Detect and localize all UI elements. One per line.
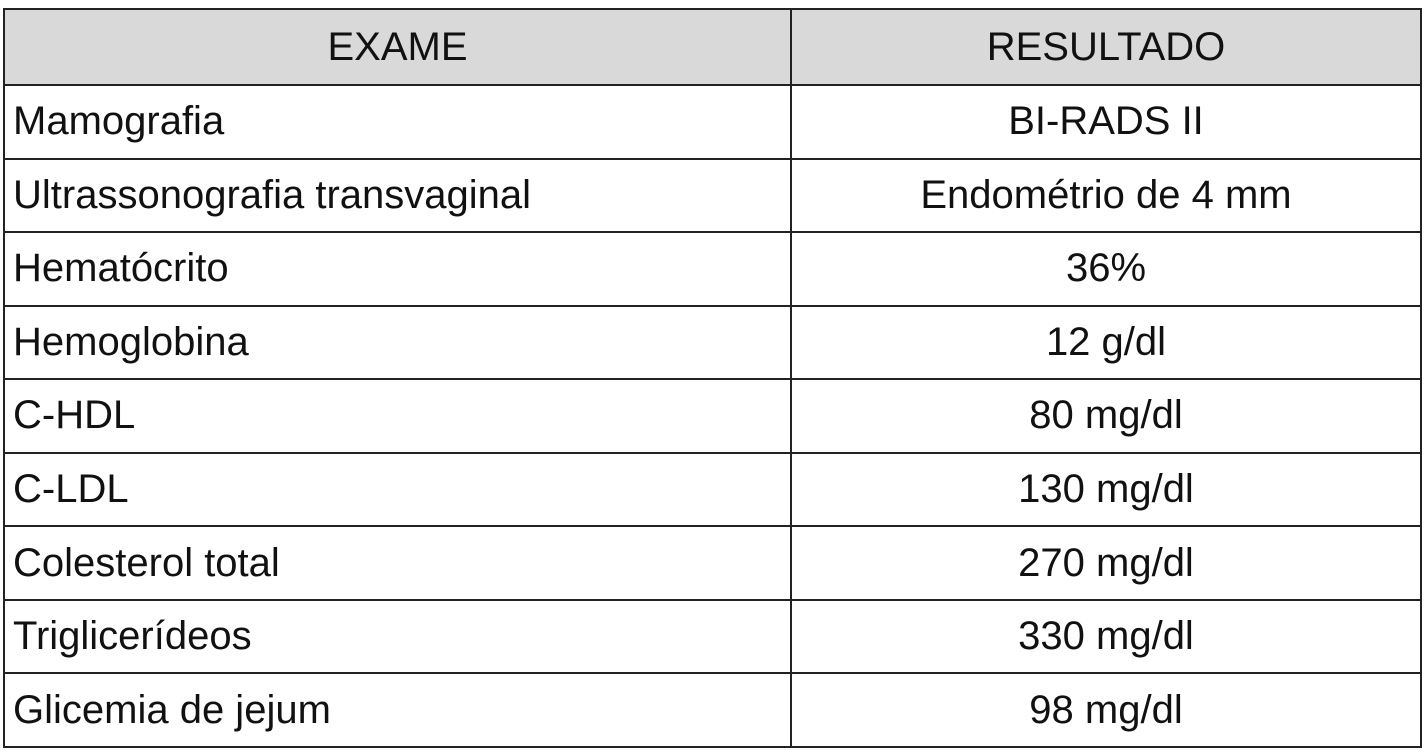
header-cell: RESULTADO <box>790 8 1422 86</box>
result-cell: 80 mg/dl <box>790 378 1422 454</box>
exam-cell: Hematócrito <box>3 231 792 307</box>
table-row: C-LDL 130 mg/dl <box>3 451 1422 528</box>
exam-cell: C-LDL <box>3 451 792 528</box>
table-row: Ultrassonografia transvaginal Endométrio … <box>3 157 1422 234</box>
table-row: Triglicerídeos 330 mg/dl <box>3 598 1422 675</box>
result-cell: 98 mg/dl <box>790 672 1422 748</box>
header-row: EXAME RESULTADO <box>3 8 1422 86</box>
result-cell: BI-RADS II <box>790 84 1422 160</box>
table-row: Colesterol total 270 mg/dl <box>3 525 1422 601</box>
result-cell: 270 mg/dl <box>790 525 1422 601</box>
exam-cell: Hemoglobina <box>3 304 792 381</box>
result-cell: 130 mg/dl <box>790 451 1422 528</box>
exam-cell: Triglicerídeos <box>3 598 792 675</box>
table-row: C-HDL 80 mg/dl <box>3 378 1422 454</box>
exam-cell: Colesterol total <box>3 525 792 601</box>
result-cell: 36% <box>790 231 1422 307</box>
table-row: Hematócrito 36% <box>3 231 1422 307</box>
header-cell: EXAME <box>3 8 792 86</box>
table-row: Hemoglobina 12 g/dl <box>3 304 1422 381</box>
exam-table: EXAME RESULTADO Mamografia BI-RADS II Ultra… <box>3 8 1422 748</box>
table-row: Glicemia de jejum 98 mg/dl <box>3 672 1422 748</box>
exam-cell: Glicemia de jejum <box>3 672 792 748</box>
result-cell: 12 g/dl <box>790 304 1422 381</box>
result-cell: Endométrio de 4 mm <box>790 157 1422 234</box>
exam-cell: Ultrassonografia transvaginal <box>3 157 792 234</box>
result-cell: 330 mg/dl <box>790 598 1422 675</box>
exam-cell: Mamografia <box>3 84 792 160</box>
table-row: Mamografia BI-RADS II <box>3 84 1422 160</box>
exam-cell: C-HDL <box>3 378 792 454</box>
table-body: Mamografia BI-RADS II Ultrassonografia tra… <box>3 84 1422 748</box>
